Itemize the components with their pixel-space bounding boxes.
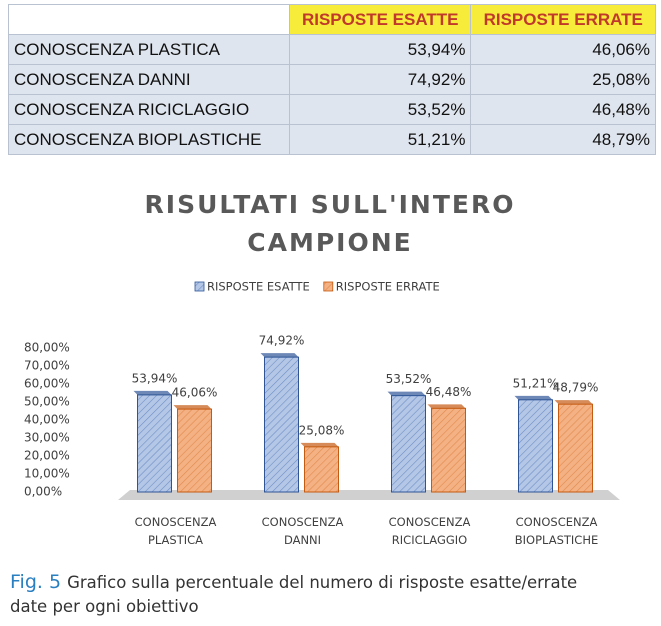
value-cell: 51,21% <box>288 124 472 155</box>
bar <box>558 403 593 493</box>
legend-swatch <box>323 281 334 292</box>
y-tick-label: 30,00% <box>24 431 70 445</box>
data-label: 48,79% <box>553 381 599 395</box>
data-label: 53,52% <box>386 372 432 386</box>
bar <box>518 399 553 493</box>
floor <box>118 490 620 500</box>
bar-top <box>514 395 553 400</box>
table-row: CONOSCENZA DANNI 74,92% 25,08% <box>8 64 656 95</box>
x-tick-label: CONOSCENZA RICICLAGGIO <box>388 515 471 547</box>
table-row: CONOSCENZA BIOPLASTICHE 51,21% 48,79% <box>8 124 656 155</box>
row-label: CONOSCENZA BIOPLASTICHE <box>8 124 290 155</box>
legend-swatch <box>194 281 205 292</box>
value-cell: 53,94% <box>288 34 472 65</box>
bar <box>177 408 212 493</box>
value-cell: 46,48% <box>470 94 656 125</box>
bar <box>391 395 426 493</box>
x-tick-label: CONOSCENZA PLASTICA <box>134 515 217 547</box>
data-label: 51,21% <box>513 376 559 390</box>
y-tick-label: 0,00% <box>24 485 62 499</box>
y-tick-label: 70,00% <box>24 359 70 373</box>
legend-label: RISPOSTE ESATTE <box>207 280 310 294</box>
row-label: CONOSCENZA PLASTICA <box>8 34 290 65</box>
data-label: 46,06% <box>172 386 218 400</box>
value-cell: 53,52% <box>288 94 472 125</box>
bar-top <box>387 391 426 396</box>
data-label: 53,94% <box>132 371 178 385</box>
row-label: CONOSCENZA DANNI <box>8 64 290 95</box>
bar-top <box>427 404 466 409</box>
data-label: 74,92% <box>259 334 305 348</box>
x-tick-label: CONOSCENZA DANNI <box>261 515 344 547</box>
x-tick-label: CONOSCENZA BIOPLASTICHE <box>514 515 599 547</box>
y-tick-label: 20,00% <box>24 449 70 463</box>
bar-top <box>133 390 172 395</box>
y-tick-label: 80,00% <box>24 341 70 355</box>
chart-title: RISULTATI SULL'INTERO CAMPIONE <box>144 190 516 257</box>
y-tick-label: 10,00% <box>24 467 70 481</box>
data-label: 25,08% <box>299 423 345 437</box>
row-label: CONOSCENZA RICICLAGGIO <box>8 94 290 125</box>
table-row: CONOSCENZA RICICLAGGIO 53,52% 46,48% <box>8 94 656 125</box>
caption: Fig. 5 Grafico sulla percentuale del nume… <box>10 570 610 619</box>
bar <box>431 407 466 493</box>
value-cell: 74,92% <box>288 64 472 95</box>
header-cell: RISPOSTE ERRATE <box>470 4 656 35</box>
value-cell: 46,06% <box>470 34 656 65</box>
value-cell: 48,79% <box>470 124 656 155</box>
bar <box>137 394 172 493</box>
bar-top <box>300 442 339 447</box>
bar <box>304 446 339 493</box>
data-table: RISPOSTE ESATTE RISPOSTE ERRATE CONOSCENZA… <box>8 4 656 155</box>
bar-top <box>173 405 212 410</box>
bar-top <box>554 400 593 405</box>
y-tick-label: 50,00% <box>24 395 70 409</box>
caption-label: Fig. 5 <box>10 571 62 593</box>
legend-label: RISPOSTE ERRATE <box>336 280 440 294</box>
bar-top <box>260 353 299 358</box>
y-tick-label: 60,00% <box>24 377 70 391</box>
y-tick-label: 40,00% <box>24 413 70 427</box>
caption-text: Grafico sulla percentuale del numero di … <box>10 573 578 616</box>
bar <box>264 356 299 493</box>
value-cell: 25,08% <box>470 64 656 95</box>
data-label: 46,48% <box>426 385 472 399</box>
table-row: CONOSCENZA PLASTICA 53,94% 46,06% <box>8 34 656 65</box>
corner-cell <box>8 4 290 35</box>
